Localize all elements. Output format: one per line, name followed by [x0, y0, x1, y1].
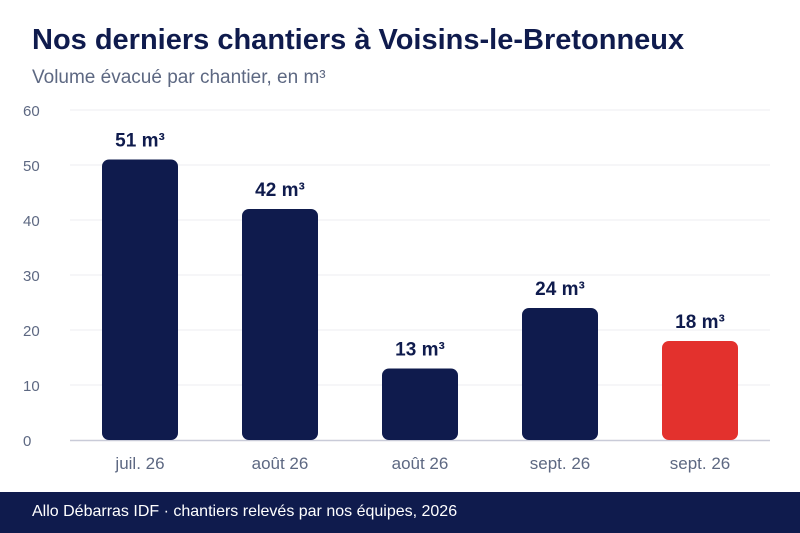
bar: [102, 159, 178, 440]
y-tick-label: 30: [23, 268, 40, 285]
x-tick-label: sept. 26: [530, 454, 591, 473]
x-tick-label: août 26: [252, 454, 309, 473]
y-tick-label: 60: [23, 103, 40, 120]
bar-value-label: 42 m³: [255, 180, 305, 201]
bar-value-label: 51 m³: [115, 131, 165, 152]
y-tick-label: 0: [23, 433, 31, 450]
x-tick-label: sept. 26: [670, 454, 731, 473]
bar: [522, 308, 598, 440]
bar: [662, 341, 738, 440]
chart-subtitle: Volume évacué par chantier, en m³: [32, 67, 326, 88]
bar: [242, 209, 318, 440]
y-tick-label: 20: [23, 323, 40, 340]
footer-bar: Allo Débarras IDF · chantiers relevés pa…: [0, 492, 800, 533]
bar-value-label: 13 m³: [395, 340, 445, 361]
y-tick-label: 50: [23, 158, 40, 175]
bar: [382, 368, 458, 440]
y-tick-label: 10: [23, 378, 40, 395]
x-tick-label: juil. 26: [114, 454, 164, 473]
bar-chart: 0 10 20 30 40 50 60 51 m³ juil. 26 42 m³ août 26 13…: [23, 103, 770, 473]
bar-value-label: 18 m³: [675, 312, 725, 333]
chart-title: Nos derniers chantiers à Voisins-le-Bret…: [32, 24, 685, 56]
bar-value-label: 24 m³: [535, 279, 585, 300]
y-tick-label: 40: [23, 213, 40, 230]
x-tick-label: août 26: [392, 454, 449, 473]
footer-credit: Allo Débarras IDF · chantiers relevés pa…: [32, 503, 458, 520]
